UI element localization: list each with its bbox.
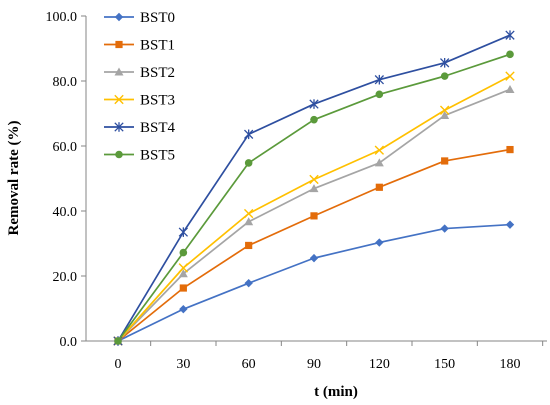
legend-item-bst5: BST5 xyxy=(104,148,175,164)
x-tick-label: 60 xyxy=(242,357,256,372)
data-point-bst3 xyxy=(178,263,189,273)
legend-label-bst3: BST3 xyxy=(140,93,175,109)
data-point-bst5 xyxy=(179,248,188,257)
data-point-bst1 xyxy=(310,212,318,220)
y-tick-label: 80.0 xyxy=(53,75,78,90)
data-point-bst4 xyxy=(178,227,188,237)
data-point-bst0 xyxy=(440,224,449,233)
legend-label-bst2: BST2 xyxy=(140,65,175,81)
legend-item-bst3: BST3 xyxy=(104,93,175,109)
legend-label-bst5: BST5 xyxy=(140,148,175,164)
y-tick-label: 40.0 xyxy=(53,205,78,220)
data-point-bst0 xyxy=(244,278,253,288)
data-point-bst3 xyxy=(374,145,385,155)
data-point-bst5 xyxy=(506,50,514,59)
x-axis-title: t (min) xyxy=(314,384,358,400)
legend: BST0 BST1 BST2 BST3 BST4 BST5 xyxy=(104,10,176,164)
y-axis-title: Removal rate (%) xyxy=(6,121,22,236)
data-point-bst3 xyxy=(309,174,319,185)
data-point-bst5 xyxy=(114,337,122,345)
series-layer xyxy=(113,30,515,346)
data-point-bst0 xyxy=(309,253,319,263)
x-tick-label: 120 xyxy=(369,357,390,372)
y-tick-label: 60.0 xyxy=(53,140,78,155)
data-point-bst5 xyxy=(244,159,253,167)
series-bst3 xyxy=(113,71,515,346)
x-tick-label: 90 xyxy=(307,357,321,372)
x-tick-label: 150 xyxy=(434,357,455,372)
legend-marker-bst0 xyxy=(114,12,124,22)
x-tick-label: 30 xyxy=(176,357,190,372)
data-point-bst1 xyxy=(179,284,187,292)
legend-marker-bst1 xyxy=(115,40,123,49)
data-point-bst3 xyxy=(439,105,450,115)
legend-item-bst1: BST1 xyxy=(104,38,175,54)
data-point-bst2 xyxy=(309,184,319,193)
axes-layer: 0.0 20.0 40.0 60.0 80.0 100.0 0 30 60 90 120 150 180 xyxy=(46,10,547,372)
legend-marker-bst2 xyxy=(114,67,124,76)
legend-label-bst0: BST0 xyxy=(140,10,175,26)
data-point-bst1 xyxy=(441,157,449,165)
data-point-bst5 xyxy=(310,115,318,124)
data-point-bst0 xyxy=(179,304,188,314)
data-point-bst4 xyxy=(505,30,515,40)
legend-item-bst0: BST0 xyxy=(104,10,175,26)
series-bst5 xyxy=(114,50,514,345)
data-point-bst1 xyxy=(245,241,253,250)
series-bst1 xyxy=(114,145,514,345)
data-point-bst4 xyxy=(244,129,254,140)
series-line-bst5 xyxy=(117,53,511,342)
legend-marker-bst3 xyxy=(114,94,124,105)
data-point-bst2 xyxy=(244,217,254,226)
data-point-bst4 xyxy=(374,74,384,85)
data-point-bst3 xyxy=(505,71,515,81)
legend-marker-bst4 xyxy=(114,122,124,132)
data-point-bst1 xyxy=(375,183,383,191)
legend-label-bst1: BST1 xyxy=(140,38,175,54)
data-point-bst3 xyxy=(243,208,254,219)
data-point-bst2 xyxy=(440,110,450,119)
data-point-bst4 xyxy=(309,99,319,109)
data-point-bst2 xyxy=(178,269,188,278)
legend-item-bst2: BST2 xyxy=(104,65,175,81)
x-tick-label: 180 xyxy=(500,357,521,372)
data-point-bst2 xyxy=(374,158,384,167)
data-point-bst2 xyxy=(505,84,515,93)
series-line-bst3 xyxy=(117,75,511,342)
data-point-bst0 xyxy=(375,238,384,247)
data-point-bst1 xyxy=(506,145,514,154)
legend-label-bst4: BST4 xyxy=(140,120,176,136)
x-tick-label: 0 xyxy=(115,357,122,372)
data-point-bst5 xyxy=(375,90,384,99)
data-point-bst5 xyxy=(440,72,449,80)
y-tick-label: 20.0 xyxy=(53,270,78,285)
data-point-bst0 xyxy=(505,220,515,229)
data-point-bst4 xyxy=(440,58,450,68)
y-tick-label: 0.0 xyxy=(60,335,78,350)
legend-marker-bst5 xyxy=(115,150,123,159)
legend-item-bst4: BST4 xyxy=(104,120,176,136)
y-tick-label: 100.0 xyxy=(46,10,78,25)
